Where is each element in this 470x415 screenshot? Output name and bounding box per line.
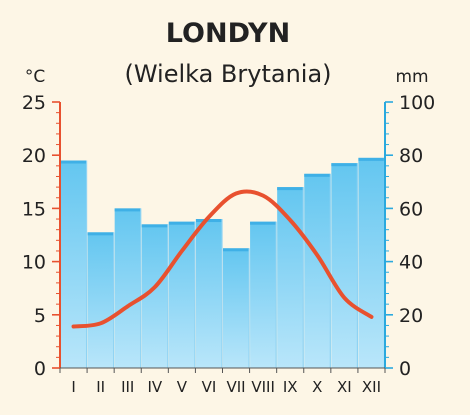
left-axis-tick-label: 0 — [34, 358, 46, 380]
x-axis-tick-label: V — [177, 378, 188, 396]
x-axis-tick-label: II — [96, 378, 105, 396]
precipitation-bar-top — [331, 163, 358, 167]
precipitation-bar-top — [223, 248, 250, 252]
precipitation-bar-top — [304, 173, 331, 177]
precipitation-bar — [331, 163, 358, 368]
right-axis-tick-label: 80 — [399, 145, 423, 167]
precipitation-bar — [358, 157, 385, 368]
precipitation-bar-top — [168, 221, 195, 225]
temperature-unit-label: °C — [25, 67, 45, 87]
temperature-series-line — [71, 189, 374, 329]
x-axis-tick-label: IV — [147, 378, 162, 396]
precipitation-bar — [168, 221, 195, 368]
left-axis-tick-label: 10 — [22, 252, 46, 274]
precipitation-bar-top — [141, 224, 168, 228]
chart-subtitle: (Wielka Brytania) — [124, 60, 331, 88]
precipitation-bar — [195, 219, 222, 368]
precipitation-bar — [114, 208, 141, 368]
precipitation-bar — [250, 221, 277, 368]
precipitation-bar-top — [195, 219, 222, 223]
precipitation-bar-top — [277, 187, 304, 191]
precipitation-bars — [60, 157, 386, 368]
x-axis-tick-label: XI — [337, 378, 352, 396]
x-axis-tick-label: VIII — [251, 378, 275, 396]
x-axis-tick-label: VI — [202, 378, 217, 396]
right-axis-tick-label: 20 — [399, 305, 423, 327]
precipitation-bar — [87, 232, 114, 368]
precipitation-bar — [60, 160, 87, 368]
left-axis-tick-label: 5 — [34, 305, 46, 327]
precipitation-bar-top — [358, 157, 385, 161]
precipitation-bar-top — [60, 160, 87, 164]
left-axis-tick-label: 20 — [22, 145, 46, 167]
precipitation-bar-top — [114, 208, 141, 212]
chart-title: LONDYN — [166, 18, 290, 49]
left-axis-tick-label: 25 — [22, 92, 46, 114]
right-axis-tick-label: 40 — [399, 252, 423, 274]
x-axis-tick-label: III — [121, 378, 134, 396]
x-axis-tick-label: I — [71, 378, 75, 396]
left-axis-tick-label: 15 — [22, 198, 46, 220]
x-axis-tick-label: IX — [283, 378, 298, 396]
precipitation-bar — [277, 187, 304, 368]
x-axis-tick-label: X — [312, 378, 322, 396]
right-axis-tick-label: 0 — [399, 358, 411, 380]
precipitation-bar-top — [87, 232, 114, 236]
right-axis-tick-label: 60 — [399, 198, 423, 220]
x-axis-tick-label: XII — [362, 378, 381, 396]
right-axis-tick-label: 100 — [399, 92, 435, 114]
precipitation-bar-top — [250, 221, 277, 225]
temperature-line — [71, 189, 374, 329]
precipitation-unit-label: mm — [395, 67, 428, 87]
x-axis-tick-label: VII — [226, 378, 245, 396]
precipitation-bar — [223, 248, 250, 368]
axes — [52, 101, 393, 373]
